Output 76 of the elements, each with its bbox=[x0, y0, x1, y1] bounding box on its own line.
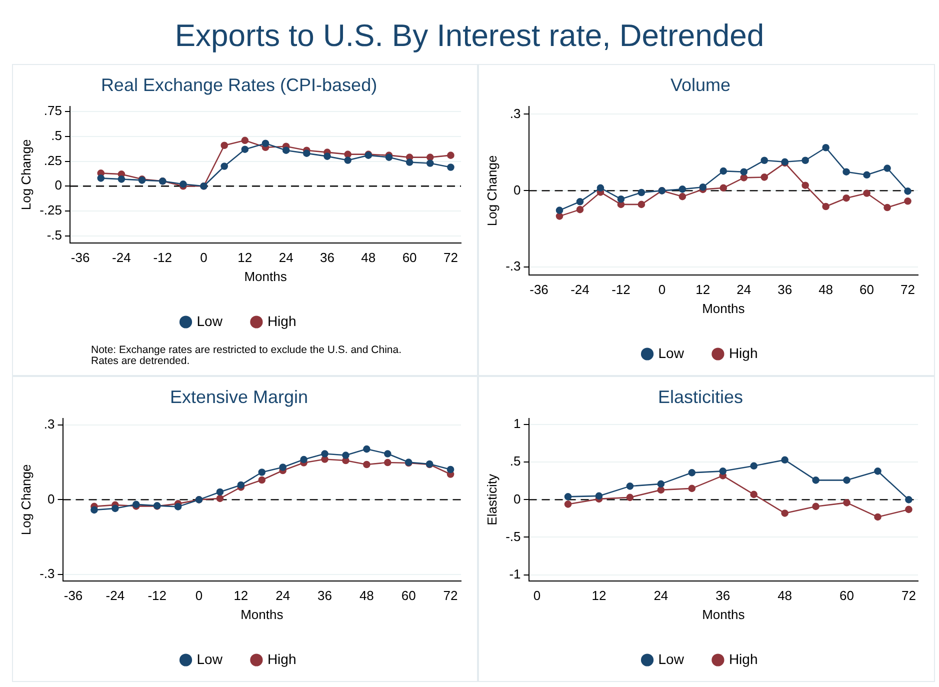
legend-label: Low bbox=[196, 650, 224, 667]
y-axis-title: Log Change bbox=[18, 464, 34, 536]
y-tick-label: 0 bbox=[54, 178, 62, 193]
text: Exports to U.S. By Interest rate, Detrended bbox=[174, 18, 766, 54]
y-axis-title: Log Change bbox=[18, 139, 34, 210]
y-tick-label: .75 bbox=[44, 103, 62, 118]
y-tick-label: .3 bbox=[510, 106, 521, 121]
x-tick-label: -36 bbox=[70, 250, 90, 266]
y-tick-label: -.5 bbox=[506, 528, 521, 544]
x-tick-label: 60 bbox=[401, 588, 416, 604]
x-tick-label: 72 bbox=[901, 588, 916, 604]
y-tick-label: .3 bbox=[44, 416, 55, 432]
x-tick-label: 48 bbox=[818, 282, 834, 298]
x-tick-label: 0 bbox=[658, 282, 666, 298]
chart-title: Extensive Margin bbox=[170, 386, 308, 407]
text: Note: Exchange rates are restricted to exclude the U.S. and China. Rates are detrended. bbox=[91, 344, 402, 367]
legend-label: Low bbox=[658, 344, 685, 361]
x-tick-label: 60 bbox=[840, 588, 854, 604]
x-tick-label: 72 bbox=[443, 588, 458, 604]
x-tick-label: 36 bbox=[318, 588, 332, 604]
x-tick-label: -24 bbox=[570, 282, 590, 298]
y-tick-label: -.5 bbox=[46, 227, 62, 242]
x-tick-label: -12 bbox=[153, 250, 172, 266]
x-axis-title: Months bbox=[244, 268, 288, 284]
legend-label: High bbox=[728, 344, 758, 361]
y-tick-label: 0 bbox=[514, 182, 521, 198]
legend-label: Low bbox=[658, 650, 685, 667]
x-tick-label: 36 bbox=[716, 588, 730, 604]
y-tick-label: .25 bbox=[44, 152, 62, 168]
x-tick-label: 12 bbox=[592, 588, 606, 604]
y-tick-label: .5 bbox=[510, 454, 521, 469]
x-tick-label: -12 bbox=[148, 588, 166, 604]
x-tick-label: 72 bbox=[443, 250, 458, 266]
x-tick-label: -24 bbox=[112, 250, 131, 266]
y-tick-label: -1 bbox=[509, 566, 521, 582]
x-tick-label: 12 bbox=[696, 282, 710, 298]
x-tick-label: 36 bbox=[320, 250, 334, 266]
x-tick-label: 0 bbox=[195, 588, 203, 604]
x-tick-label: 72 bbox=[900, 282, 915, 298]
y-tick-label: -.25 bbox=[40, 202, 62, 218]
y-axis-title: Elasticity bbox=[484, 474, 500, 526]
x-axis-title: Months bbox=[240, 606, 284, 622]
legend-label: High bbox=[267, 650, 296, 667]
x-axis-title: Months bbox=[702, 300, 746, 316]
legend-label: High bbox=[728, 650, 758, 667]
x-tick-label: 12 bbox=[238, 250, 252, 266]
x-tick-label: 0 bbox=[533, 588, 541, 604]
x-tick-label: 12 bbox=[234, 588, 248, 604]
x-tick-label: 24 bbox=[278, 250, 294, 266]
y-tick-label: -.3 bbox=[40, 566, 55, 582]
x-tick-label: 36 bbox=[778, 282, 792, 298]
x-tick-label: 48 bbox=[778, 588, 792, 604]
x-tick-label: 60 bbox=[860, 282, 874, 298]
y-axis-title: Log Change bbox=[484, 155, 500, 226]
legend-label: Low bbox=[196, 312, 224, 329]
x-tick-label: 48 bbox=[361, 250, 376, 266]
x-tick-label: -12 bbox=[612, 282, 630, 298]
x-tick-label: 48 bbox=[359, 588, 374, 604]
y-tick-label: .5 bbox=[51, 128, 62, 144]
x-tick-label: 24 bbox=[654, 588, 668, 604]
chart-title: Real Exchange Rates (CPI-based) bbox=[100, 74, 378, 95]
y-tick-label: 1 bbox=[514, 416, 521, 432]
x-tick-label: 60 bbox=[402, 250, 417, 266]
y-tick-label: -.3 bbox=[506, 258, 521, 274]
x-tick-label: 24 bbox=[276, 588, 290, 604]
x-tick-label: 0 bbox=[200, 250, 208, 266]
chart-title: Volume bbox=[670, 74, 731, 95]
x-tick-label: -36 bbox=[530, 282, 548, 298]
x-tick-label: -36 bbox=[64, 588, 83, 604]
y-tick-label: 0 bbox=[514, 491, 521, 506]
x-tick-label: -24 bbox=[106, 588, 125, 604]
x-tick-label: 24 bbox=[736, 282, 752, 298]
y-tick-label: 0 bbox=[48, 491, 55, 506]
x-axis-title: Months bbox=[702, 606, 746, 622]
legend-label: High bbox=[267, 312, 296, 329]
chart-title: Elasticities bbox=[658, 386, 744, 407]
